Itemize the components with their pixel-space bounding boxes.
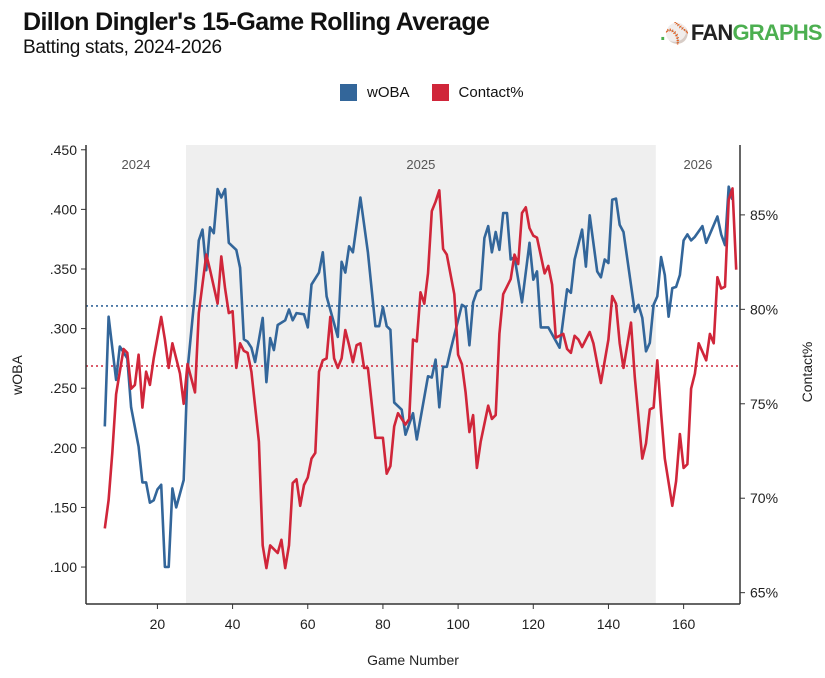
season-label-2024: 2024 xyxy=(122,157,151,172)
y-right-tick-label: 80% xyxy=(750,301,778,317)
y-left-tick-label: .350 xyxy=(50,261,77,277)
series-line-contact xyxy=(103,187,738,570)
series-line-woba xyxy=(103,185,734,569)
y-left-tick-label: .150 xyxy=(50,499,77,515)
x-tick-label: 40 xyxy=(225,616,241,632)
y-left-tick-label: .100 xyxy=(50,559,77,575)
chart-title: Dillon Dingler's 15-Game Rolling Average xyxy=(23,8,490,36)
x-tick-label: 100 xyxy=(446,616,470,632)
legend-swatch-contact xyxy=(431,84,449,101)
x-tick-label: 60 xyxy=(300,616,316,632)
x-tick-label: 160 xyxy=(672,616,696,632)
season-label-2025: 2025 xyxy=(406,157,435,172)
y-left-tick-label: .450 xyxy=(50,142,77,158)
y-left-axis-title: wOBA xyxy=(9,355,25,396)
x-tick-label: 20 xyxy=(150,616,166,632)
x-tick-label: 140 xyxy=(597,616,621,632)
y-left-tick-label: .200 xyxy=(50,440,77,456)
y-right-tick-label: 85% xyxy=(750,207,778,223)
x-axis-title: Game Number xyxy=(367,652,459,668)
chart-subtitle: Batting stats, 2024-2026 xyxy=(23,37,222,58)
y-right-axis-title: Contact% xyxy=(799,342,815,403)
season-label-2026: 2026 xyxy=(683,157,712,172)
fangraphs-logo: .⚾ FAN GRAPHS xyxy=(660,20,823,45)
y-left-tick-label: .250 xyxy=(50,380,77,396)
y-right-tick-label: 70% xyxy=(750,490,778,506)
batter-logo-icon: .⚾ xyxy=(660,22,690,45)
legend-item-contact: Contact% xyxy=(431,84,524,101)
legend-label-contact: Contact% xyxy=(458,84,524,101)
y-right-tick-label: 75% xyxy=(750,396,778,412)
x-tick-label: 80 xyxy=(375,616,391,632)
y-left-tick-label: .300 xyxy=(50,321,77,337)
season-shade-2025 xyxy=(185,145,656,604)
x-tick-label: 120 xyxy=(522,616,546,632)
y-right-tick-label: 65% xyxy=(750,585,778,601)
y-left-tick-label: .400 xyxy=(50,201,77,217)
legend-label-woba: wOBA xyxy=(367,84,410,101)
legend: wOBA Contact% xyxy=(340,84,546,101)
legend-swatch-woba xyxy=(340,84,357,101)
legend-item-woba: wOBA xyxy=(340,84,410,101)
